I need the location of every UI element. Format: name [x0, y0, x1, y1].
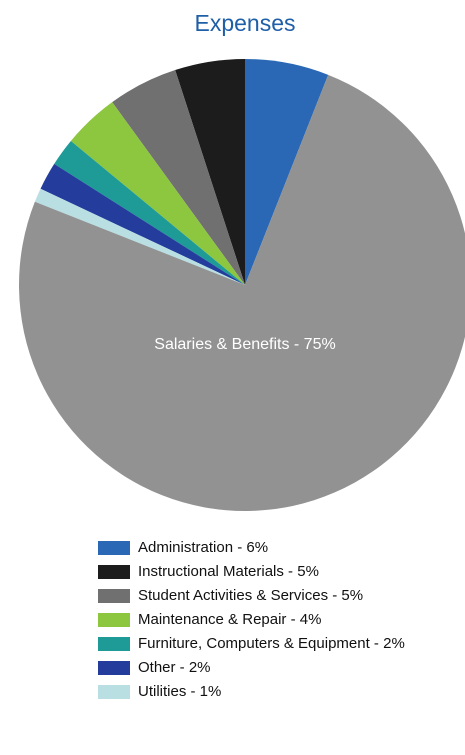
legend-swatch: [98, 637, 130, 651]
pie-slice: [70, 102, 245, 285]
legend-label: Furniture, Computers & Equipment - 2%: [138, 635, 405, 652]
legend-label: Utilities - 1%: [138, 683, 221, 700]
chart-title: Expenses: [194, 10, 295, 36]
legend-swatch: [98, 613, 130, 627]
pie-slice: [19, 74, 465, 511]
pie-slice: [34, 188, 245, 285]
legend-label: Instructional Materials - 5%: [138, 563, 319, 580]
legend-swatch: [98, 589, 130, 603]
pie-slice: [54, 140, 246, 285]
legend-swatch: [98, 685, 130, 699]
legend-swatch: [98, 541, 130, 555]
legend-label: Maintenance & Repair - 4%: [138, 611, 321, 628]
legend-label: Other - 2%: [138, 659, 211, 676]
pie-slice: [112, 70, 246, 286]
legend-swatch: [98, 661, 130, 675]
legend-swatch: [98, 565, 130, 579]
legend-label: Student Activities & Services - 5%: [138, 587, 363, 604]
pie-slice: [175, 59, 245, 285]
legend-label: Administration - 6%: [138, 539, 268, 556]
pie-slice: [245, 59, 329, 285]
slice-label: Salaries & Benefits - 75%: [154, 336, 335, 353]
pie-slice: [40, 163, 245, 285]
